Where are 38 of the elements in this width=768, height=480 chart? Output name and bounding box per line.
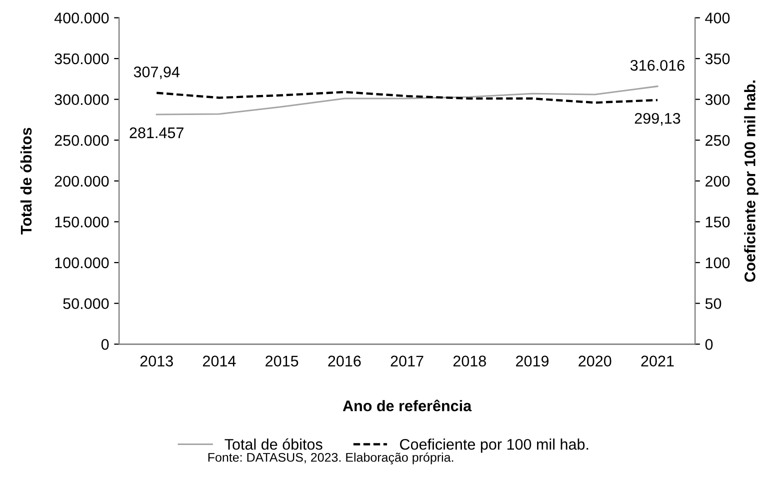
y-tick-label: 100.000 — [55, 257, 109, 268]
y-tick-label: 300.000 — [54, 94, 109, 106]
data-label: 299,13 — [634, 112, 680, 126]
data-label: 316.016 — [630, 60, 684, 71]
legend-label: Total de óbitos — [224, 438, 322, 450]
x-tick-label: 2017 — [390, 356, 424, 366]
y2-tick-label: 400 — [705, 12, 730, 24]
data-label: 307,94 — [134, 66, 180, 80]
data-label: 281.457 — [130, 127, 184, 138]
x-tick-label: 2016 — [328, 356, 361, 366]
line-series — [155, 90, 659, 104]
y-tick-label: 200.000 — [54, 176, 109, 187]
y2-tick-label: 350 — [705, 53, 730, 64]
x-tick-label: 2021 — [641, 356, 674, 366]
y-tick-label: 0 — [101, 339, 109, 350]
x-axis-title: Ano de referência — [342, 400, 472, 412]
x-tick-label: 2013 — [140, 356, 173, 366]
y-tick-label: 50.000 — [63, 298, 109, 310]
x-tick-label: 2014 — [202, 356, 236, 366]
legend-label: Coeficiente por 100 mil hab. — [400, 438, 588, 453]
y2-tick-label: 100 — [706, 257, 730, 268]
x-tick-label: 2020 — [578, 356, 612, 366]
y-axis-title: Total de óbitos — [20, 128, 32, 235]
y-tick-label: 150.000 — [55, 216, 109, 228]
y-tick-label: 250.000 — [54, 135, 109, 146]
y-tick-label: 350.000 — [54, 53, 109, 64]
y2-tick-label: 0 — [705, 339, 713, 350]
y2-tick-label: 150 — [706, 216, 730, 228]
x-tick-label: 2018 — [453, 356, 486, 366]
y-tick-label: 400.000 — [54, 12, 109, 24]
x-tick-label: 2019 — [516, 356, 549, 366]
y2-tick-label: 250 — [706, 135, 730, 146]
y2-tick-label: 50 — [705, 298, 722, 310]
y2-tick-label: 200 — [706, 176, 730, 187]
x-tick-label: 2015 — [266, 356, 298, 366]
source-note: Fonte: DATASUS, 2023. Elaboração própria. — [208, 452, 454, 464]
y2-tick-label: 300 — [705, 94, 730, 106]
y2-axis-title: Coeficiente por 100 mil hab. — [744, 80, 758, 282]
